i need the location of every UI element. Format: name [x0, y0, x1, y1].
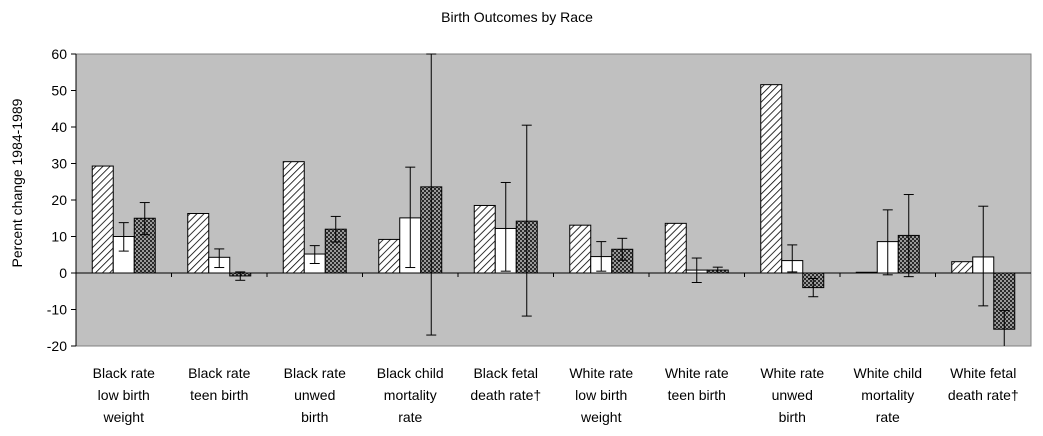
- bar: [187, 213, 210, 274]
- category-label: rate: [876, 409, 900, 425]
- category-label: White child: [854, 365, 922, 381]
- y-tick-label: 40: [51, 119, 67, 135]
- category-label: Black rate: [188, 365, 250, 381]
- y-axis-ticks: 60 50 40 30 20 10 0 -10 -20: [47, 46, 76, 354]
- y-tick-label: 50: [51, 83, 67, 99]
- bar: [378, 238, 401, 274]
- category-label: teen birth: [668, 387, 726, 403]
- y-tick-label: -20: [47, 338, 67, 354]
- error-bar-group: [118, 53, 1010, 346]
- category-label: low birth: [575, 387, 627, 403]
- bar: [569, 224, 592, 274]
- category-label: mortality: [384, 387, 437, 403]
- y-tick-label: 10: [51, 229, 67, 245]
- category-label: weight: [103, 409, 145, 425]
- bar: [951, 261, 974, 274]
- bar: [473, 204, 496, 274]
- category-label: birth: [779, 409, 806, 425]
- bar: [760, 84, 783, 274]
- category-label: White rate: [569, 365, 633, 381]
- category-label: unwed: [772, 387, 813, 403]
- bar: [91, 165, 114, 274]
- y-tick-label: 30: [51, 156, 67, 172]
- category-label: unwed: [294, 387, 335, 403]
- category-label: White rate: [665, 365, 729, 381]
- category-label: Black fetal: [473, 365, 538, 381]
- category-label: death rate†: [470, 387, 541, 403]
- category-label: White fetal: [950, 365, 1016, 381]
- chart-title: Birth Outcomes by Race: [441, 9, 593, 25]
- y-tick-label: -10: [47, 302, 67, 318]
- plot-area: [75, 53, 1032, 347]
- y-tick-label: 0: [59, 265, 67, 281]
- category-label: teen birth: [190, 387, 248, 403]
- category-labels: Black rate low birth weight Black rate teen …: [93, 365, 1019, 425]
- category-label: Black rate: [93, 365, 155, 381]
- category-label: death rate†: [948, 387, 1019, 403]
- category-label: Black rate: [284, 365, 346, 381]
- bar: [855, 271, 878, 274]
- y-tick-label: 60: [51, 46, 67, 62]
- category-label: low birth: [98, 387, 150, 403]
- category-label: rate: [398, 409, 422, 425]
- category-label: Black child: [377, 365, 444, 381]
- bar: [282, 161, 305, 274]
- y-tick-label: 20: [51, 192, 67, 208]
- category-label: White rate: [760, 365, 824, 381]
- category-label: weight: [580, 409, 622, 425]
- category-label: birth: [301, 409, 328, 425]
- category-label: mortality: [861, 387, 914, 403]
- y-axis-label: Percent change 1984-1989: [9, 98, 25, 267]
- bar: [664, 222, 687, 274]
